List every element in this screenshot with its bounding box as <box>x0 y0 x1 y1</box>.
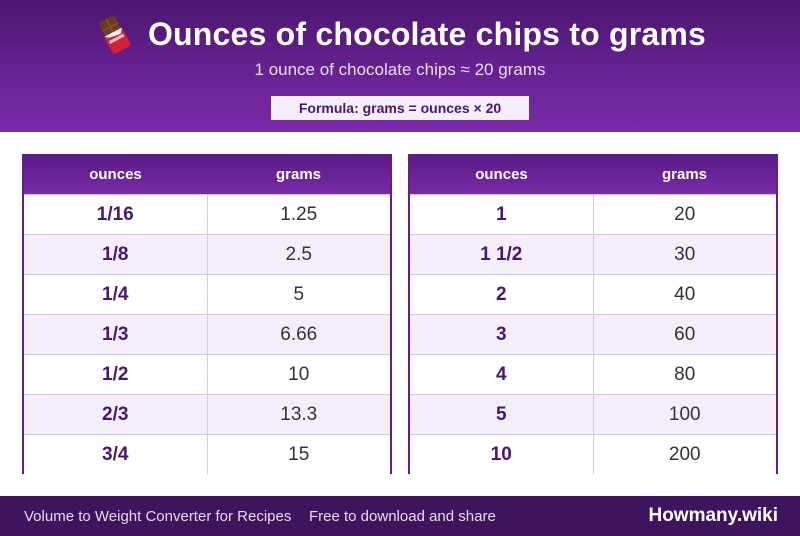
table-row: 1 1/2 30 <box>410 234 776 274</box>
grams-cell: 30 <box>674 244 696 265</box>
grams-cell: 60 <box>674 324 696 345</box>
table-row: 2 40 <box>410 274 776 314</box>
grams-cell: 1.25 <box>280 204 318 225</box>
grams-cell: 20 <box>674 204 696 225</box>
table-body: 1/16 1.25 1/8 2.5 1/4 5 1/3 6.66 1/2 10 2/3 13… <box>24 194 390 474</box>
footer-converter-link[interactable]: Volume to Weight Converter for Recipes <box>24 508 292 525</box>
ounces-cell: 3/4 <box>24 435 208 474</box>
ounces-cell: 10 <box>410 435 594 474</box>
table-body: 1 20 1 1/2 30 2 40 3 60 4 80 5 100 10 200 <box>410 194 776 474</box>
ounces-cell: 1/8 <box>24 235 208 274</box>
page-subtitle: 1 ounce of chocolate chips ≈ 20 grams <box>254 60 546 79</box>
table-row: 1 20 <box>410 194 776 234</box>
title-row: Ounces of chocolate chips to grams <box>0 12 800 56</box>
column-header-ounces: ounces <box>475 166 528 183</box>
grams-cell: 15 <box>288 444 310 465</box>
grams-cell: 100 <box>668 404 701 425</box>
grams-cell: 6.66 <box>280 324 318 345</box>
table-row: 1/16 1.25 <box>24 194 390 234</box>
table-header: ounces grams <box>410 156 776 194</box>
grams-cell: 200 <box>668 444 701 465</box>
grams-cell: 40 <box>674 284 696 305</box>
table-row: 1/4 5 <box>24 274 390 314</box>
footer-share-text: Free to download and share <box>309 508 496 525</box>
table-header: ounces grams <box>24 156 390 194</box>
ounces-cell: 1/2 <box>24 355 208 394</box>
table-row: 1/3 6.66 <box>24 314 390 354</box>
ounces-cell: 1/16 <box>24 195 208 234</box>
table-row: 2/3 13.3 <box>24 394 390 434</box>
table-row: 1/2 10 <box>24 354 390 394</box>
grams-cell: 80 <box>674 364 696 385</box>
conversion-table-right: ounces grams 1 20 1 1/2 30 2 40 3 60 4 80 5 10… <box>408 154 778 474</box>
column-header-grams: grams <box>275 166 322 183</box>
formula-badge: Formula: grams = ounces × 20 <box>271 96 529 120</box>
column-header-ounces: ounces <box>89 166 142 183</box>
table-row: 5 100 <box>410 394 776 434</box>
ounces-cell: 1 1/2 <box>410 235 594 274</box>
ounces-cell: 1 <box>410 195 594 234</box>
ounces-cell: 4 <box>410 355 594 394</box>
page-title: Ounces of chocolate chips to grams <box>147 15 707 52</box>
conversion-table-left: ounces grams 1/16 1.25 1/8 2.5 1/4 5 1/3 6.6… <box>22 154 392 474</box>
column-header-grams: grams <box>661 166 708 183</box>
table-row: 1/8 2.5 <box>24 234 390 274</box>
brand-logo-text[interactable]: Howmany.wiki <box>648 505 778 526</box>
table-row: 3 60 <box>410 314 776 354</box>
ounces-cell: 1/3 <box>24 315 208 354</box>
table-row: 10 200 <box>410 434 776 474</box>
ounces-cell: 2/3 <box>24 395 208 434</box>
ounces-cell: 3 <box>410 315 594 354</box>
ounces-cell: 2 <box>410 275 594 314</box>
grams-cell: 10 <box>288 364 310 385</box>
grams-cell: 13.3 <box>280 404 318 425</box>
table-row: 4 80 <box>410 354 776 394</box>
footer-bar: Volume to Weight Converter for Recipes F… <box>0 496 800 536</box>
ounces-cell: 5 <box>410 395 594 434</box>
grams-cell: 2.5 <box>285 244 312 265</box>
ounces-cell: 1/4 <box>24 275 208 314</box>
chocolate-bar-icon <box>94 14 134 54</box>
grams-cell: 5 <box>293 284 305 305</box>
table-row: 3/4 15 <box>24 434 390 474</box>
header-banner: Ounces of chocolate chips to grams 1 oun… <box>0 0 800 132</box>
